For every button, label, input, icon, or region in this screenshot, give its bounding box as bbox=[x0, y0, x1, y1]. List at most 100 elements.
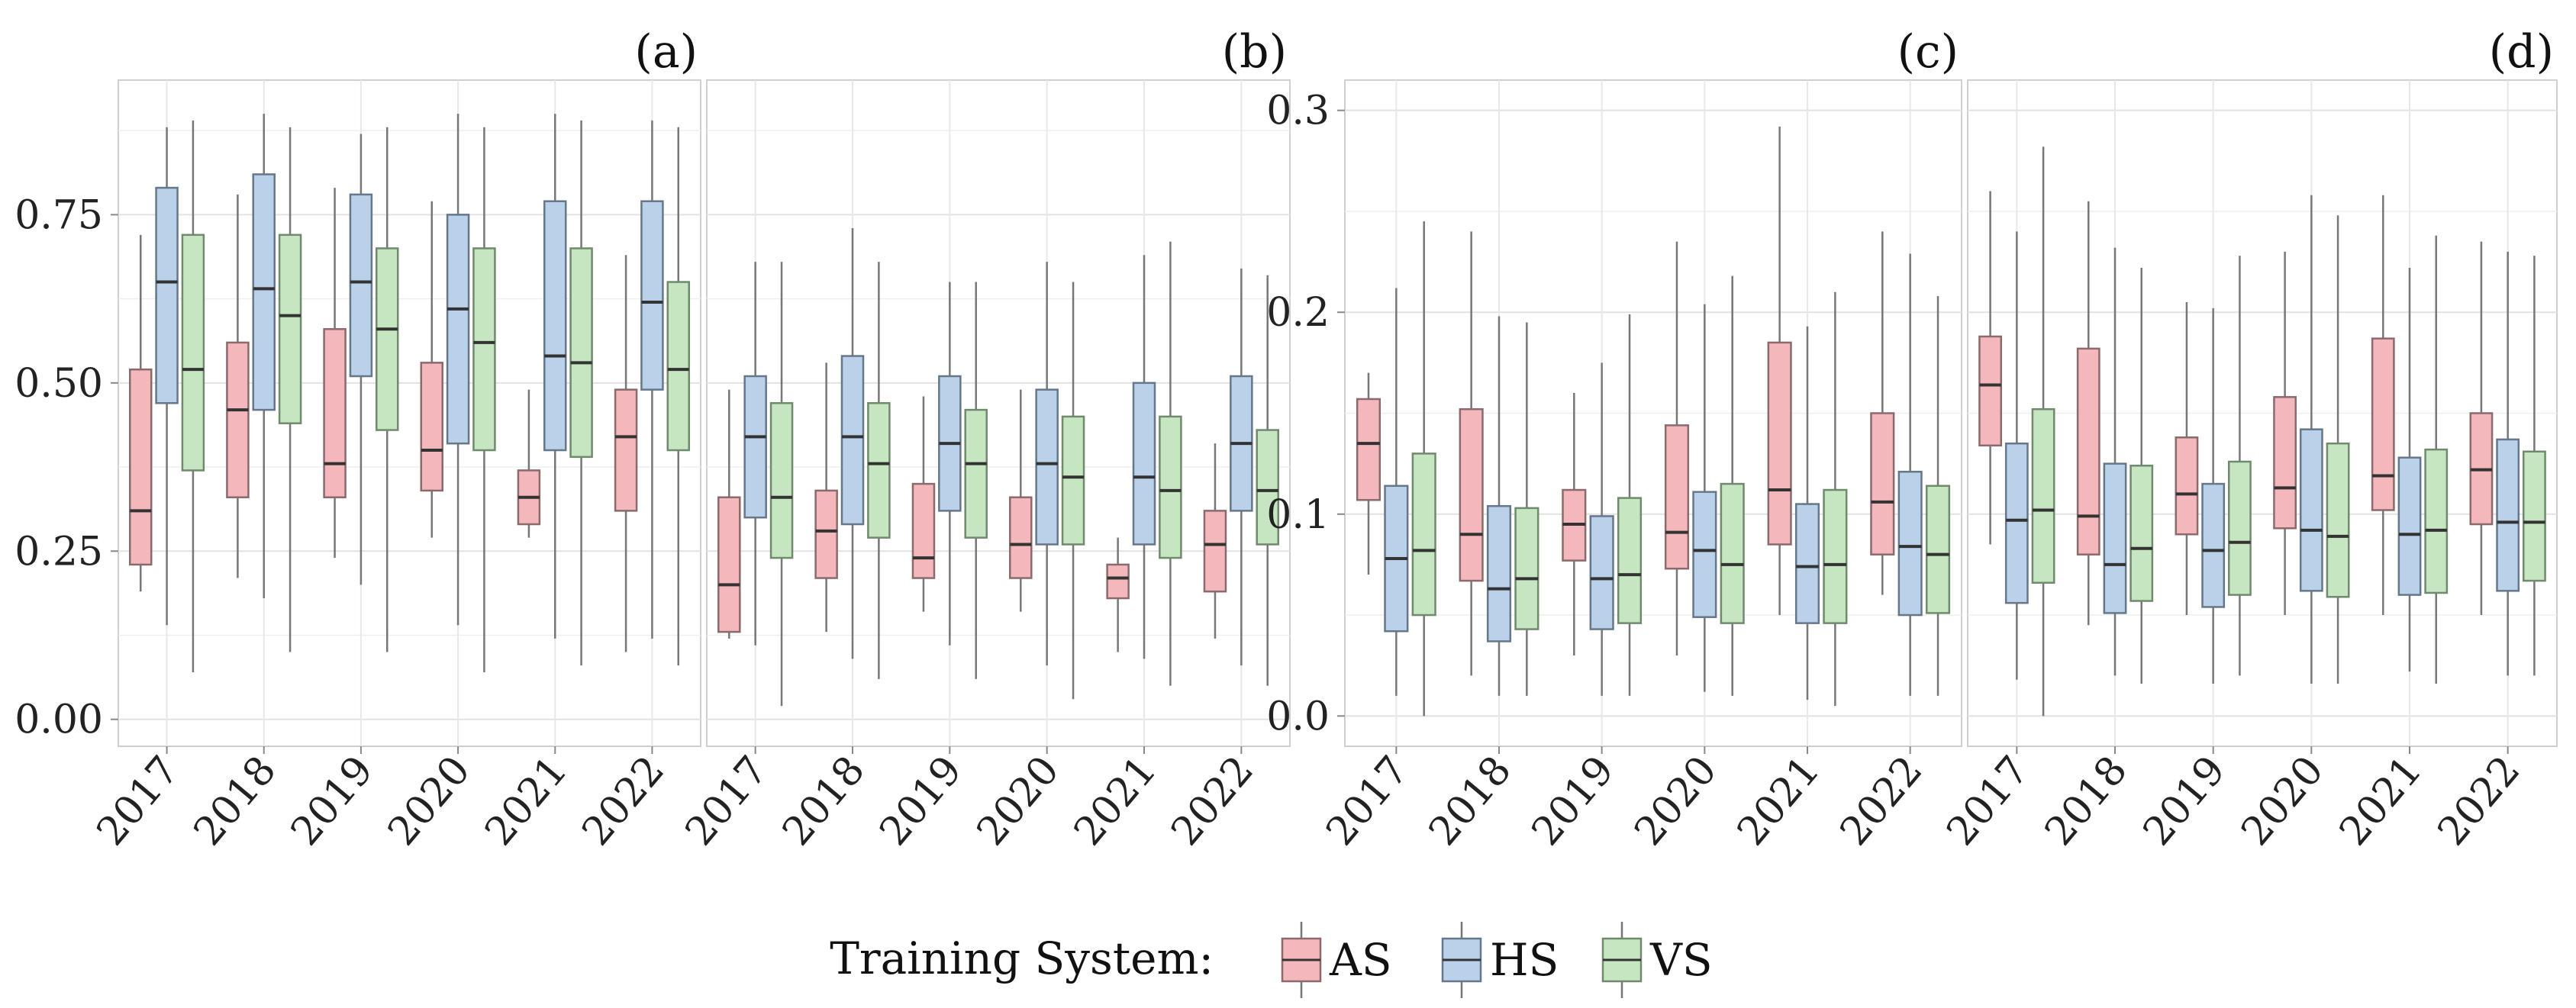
panels-group: 0.000.250.500.75201720182019202020212022… bbox=[15, 25, 2558, 855]
box-iqr bbox=[2175, 436, 2199, 536]
plot-area bbox=[706, 79, 1291, 747]
box-iqr bbox=[1767, 341, 1792, 546]
box-iqr bbox=[1132, 382, 1156, 546]
box-VS-2019 bbox=[2228, 256, 2252, 676]
box-HS-2018 bbox=[2103, 247, 2127, 676]
box-AS-2017 bbox=[1978, 191, 2002, 545]
box-AS-2022 bbox=[614, 255, 638, 652]
box-VS-2022 bbox=[2523, 256, 2546, 676]
box-VS-2018 bbox=[278, 127, 302, 652]
legend-label: HS bbox=[1490, 934, 1559, 986]
box-VS-2021 bbox=[2424, 235, 2449, 684]
x-tick-label: 2021 bbox=[2331, 748, 2431, 855]
panel-label: (c) bbox=[1897, 25, 1959, 79]
x-tick-label: 2019 bbox=[1523, 748, 1623, 855]
box-VS-2021 bbox=[1159, 241, 1182, 686]
box-iqr bbox=[252, 173, 276, 411]
box-iqr bbox=[1411, 452, 1436, 617]
box-iqr bbox=[867, 402, 891, 539]
box-iqr bbox=[2031, 407, 2055, 584]
box-iqr bbox=[446, 214, 470, 445]
legend-entry-HS: HS bbox=[1441, 922, 1559, 998]
box-iqr bbox=[2523, 450, 2546, 582]
box-AS-2022 bbox=[2469, 241, 2494, 616]
box-AS-2017 bbox=[129, 234, 153, 592]
box-iqr bbox=[472, 247, 496, 452]
box-iqr bbox=[1486, 504, 1512, 642]
legend-label: AS bbox=[1329, 934, 1392, 986]
panel-label: (a) bbox=[634, 25, 698, 79]
plot-area bbox=[118, 79, 701, 747]
box-iqr bbox=[278, 233, 302, 424]
box-AS-2019 bbox=[1562, 393, 1587, 655]
box-iqr bbox=[666, 281, 690, 452]
box-iqr bbox=[2076, 347, 2100, 556]
box-HS-2022 bbox=[640, 120, 664, 639]
box-AS-2021 bbox=[1767, 126, 1792, 616]
box-AS-2020 bbox=[1009, 389, 1033, 612]
panel-label: (b) bbox=[1222, 25, 1287, 79]
x-tick-label: 2020 bbox=[1626, 748, 1726, 855]
box-HS-2019 bbox=[1589, 362, 1614, 696]
box-iqr bbox=[1356, 398, 1381, 501]
box-VS-2021 bbox=[569, 120, 593, 666]
x-tick-label: 2017 bbox=[1317, 748, 1417, 855]
box-iqr bbox=[376, 247, 399, 431]
y-tick-label: 0.50 bbox=[15, 361, 103, 407]
box-HS-2017 bbox=[1384, 288, 1409, 696]
box-AS-2022 bbox=[1203, 443, 1227, 639]
x-tick-label: 2022 bbox=[573, 748, 673, 855]
box-AS-2021 bbox=[517, 389, 541, 538]
y-tick-label: 0.0 bbox=[1266, 694, 1330, 739]
legend-title: Training System: bbox=[830, 932, 1214, 984]
box-iqr bbox=[2424, 448, 2449, 594]
box-AS-2020 bbox=[1664, 241, 1690, 655]
box-VS-2022 bbox=[1256, 275, 1279, 686]
box-VS-2018 bbox=[2129, 268, 2154, 684]
box-AS-2019 bbox=[911, 396, 936, 612]
x-tick-label: 2018 bbox=[774, 748, 874, 855]
box-iqr bbox=[1589, 515, 1614, 630]
box-HS-2019 bbox=[938, 282, 962, 646]
x-tick-label: 2018 bbox=[2036, 748, 2136, 855]
box-iqr bbox=[717, 496, 741, 633]
box-iqr bbox=[323, 328, 347, 498]
box-HS-2022 bbox=[2496, 251, 2520, 676]
y-tick-label: 0.1 bbox=[1266, 492, 1330, 538]
box-iqr bbox=[1203, 510, 1227, 593]
box-AS-2021 bbox=[1106, 537, 1130, 652]
box-VS-2018 bbox=[1514, 322, 1539, 696]
box-HS-2020 bbox=[1035, 262, 1059, 666]
box-VS-2019 bbox=[376, 127, 399, 652]
box-iqr bbox=[1035, 388, 1059, 546]
x-tick-label: 2017 bbox=[89, 748, 189, 855]
box-iqr bbox=[2004, 442, 2029, 604]
box-HS-2017 bbox=[743, 262, 767, 646]
box-HS-2019 bbox=[2201, 308, 2226, 684]
x-tick-label: 2018 bbox=[1420, 748, 1520, 855]
panel-label: (d) bbox=[2489, 25, 2554, 79]
box-AS-2017 bbox=[1356, 372, 1381, 575]
box-AS-2020 bbox=[420, 201, 443, 538]
box-iqr bbox=[129, 368, 153, 566]
legend-label: VS bbox=[1649, 934, 1713, 986]
box-iqr bbox=[2371, 337, 2395, 511]
box-iqr bbox=[2397, 456, 2422, 596]
box-iqr bbox=[2201, 482, 2226, 608]
box-iqr bbox=[2129, 465, 2154, 602]
box-HS-2021 bbox=[2397, 268, 2422, 672]
box-iqr bbox=[1514, 507, 1539, 630]
box-AS-2020 bbox=[2273, 251, 2297, 616]
box-AS-2019 bbox=[2175, 302, 2199, 616]
box-iqr bbox=[2326, 442, 2350, 598]
box-iqr bbox=[1692, 491, 1717, 618]
x-tick-label: 2021 bbox=[1729, 748, 1829, 855]
y-tick-label: 0.25 bbox=[15, 529, 103, 575]
box-iqr bbox=[640, 200, 664, 391]
box-AS-2017 bbox=[717, 389, 741, 639]
box-HS-2021 bbox=[1132, 255, 1156, 659]
box-HS-2020 bbox=[2299, 195, 2323, 684]
box-VS-2020 bbox=[2326, 215, 2350, 684]
